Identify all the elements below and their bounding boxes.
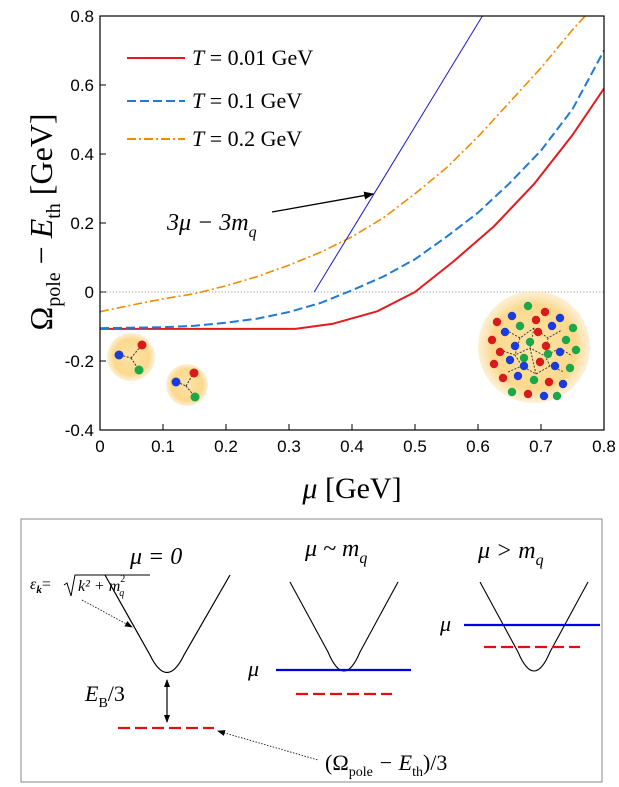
y-tick-label: -0.2 (65, 352, 94, 371)
y-tick-label: 0.2 (70, 214, 94, 233)
y-tick-label: 0.8 (70, 7, 94, 26)
quark-matter-illustration (478, 291, 590, 403)
quark-dot (544, 377, 554, 387)
quark-dot (510, 341, 520, 351)
y-tick-label: 0.6 (70, 76, 94, 95)
quark-dot (495, 347, 505, 357)
quark-dot (519, 353, 529, 363)
schematic-panel: μ = 0 μ ~ mq μ > mq εk= k² + m2 q EB/3 (Ω… (20, 518, 603, 783)
baryon-illustration-2 (166, 364, 208, 406)
quark-dot (523, 389, 533, 399)
quark-dot (561, 335, 571, 345)
panel3-dispersion-curve (479, 581, 589, 672)
legend-label-t001: T = 0.01 GeV (192, 45, 313, 70)
baryon-illustration-1 (107, 333, 155, 381)
series-line-1 (100, 50, 604, 330)
legend-label-t02: T = 0.2 GeV (192, 126, 302, 151)
quark-dot (541, 341, 551, 351)
x-tick-label: 0.3 (277, 437, 301, 456)
quark-dot (533, 327, 543, 337)
quark-dot (547, 321, 557, 331)
x-tick-label: 0.6 (466, 437, 490, 456)
quark-dot (552, 391, 562, 401)
legend: T = 0.01 GeV T = 0.1 GeV T = 0.2 GeV (127, 45, 313, 151)
series-line-0 (100, 87, 604, 330)
epsilon-symbol: εk= (30, 576, 51, 596)
annotation-arrow (271, 191, 375, 213)
x-tick-label: 0 (95, 437, 104, 456)
quark-dot (550, 361, 560, 371)
quark-dot (519, 361, 529, 371)
sqrt-sign (63, 574, 150, 597)
quark-dot (568, 323, 578, 333)
x-tick-label: 0.7 (529, 437, 553, 456)
quark-dot (500, 327, 510, 337)
quark-dot (505, 355, 515, 365)
quark-dot (523, 301, 533, 311)
quark-dot (515, 321, 525, 331)
quark-dot (525, 337, 535, 347)
y-tick-label: -0.4 (65, 421, 94, 440)
quark-dot (513, 371, 523, 381)
quark-dot (558, 379, 568, 389)
epsilon-pointer (81, 599, 133, 628)
pole-label: (Ωpole − Eth)/3 (325, 750, 447, 780)
pole-pointer (217, 730, 319, 761)
panel1-dispersion-curve (104, 574, 231, 674)
quark-dot (507, 387, 517, 397)
x-tick-label: 0.2 (214, 437, 238, 456)
y-axis-label: Ωpole − Eth [GeV] (23, 113, 65, 330)
quark-dot (507, 311, 517, 321)
quark-dot (487, 335, 497, 345)
chart-area: 0 0.1 0.2 0.3 0.4 0.5 0.6 0.7 0.8 -0.4 -0.2 0 0.2 0.4… (23, 7, 616, 505)
panel1-title: μ = 0 (129, 544, 182, 570)
quark-dot (489, 359, 499, 369)
annotation-3mu-3mq: 3μ − 3mq (166, 191, 375, 241)
quark-dot (535, 357, 545, 367)
quark-dot (492, 317, 502, 327)
annotation-text: 3μ − 3mq (166, 210, 257, 241)
series-line-2 (100, 16, 586, 313)
series-line-3 (313, 16, 483, 293)
x-tick-label: 0.5 (403, 437, 427, 456)
schematic-frame (20, 518, 603, 783)
quark-dots (487, 301, 581, 401)
quark-dot (529, 375, 539, 385)
binding-energy-label: EB/3 (84, 681, 125, 711)
x-axis-label: μ [GeV] (301, 472, 401, 505)
plot-frame (99, 15, 605, 431)
quark-dot (555, 347, 565, 357)
quark-dot (531, 315, 541, 325)
panel2-title: μ ~ mq (304, 536, 367, 567)
quark-dot (539, 391, 549, 401)
quark-dot (498, 373, 508, 383)
panel3-mu-label: μ (439, 611, 451, 636)
x-tick-label: 0.4 (340, 437, 364, 456)
x-tick-label: 0.8 (592, 437, 616, 456)
quark-dot (555, 313, 565, 323)
dispersion-formula: εk= k² + m2 q (30, 574, 150, 599)
y-tick-label: 0.4 (70, 145, 94, 164)
quark-dot (565, 363, 575, 373)
panel3-title: μ > mq (477, 538, 544, 569)
quark-dot (540, 307, 550, 317)
y-tick-label: 0 (85, 283, 94, 302)
legend-label-t01: T = 0.1 GeV (192, 88, 302, 113)
quark-dot (571, 345, 581, 355)
series-layer (100, 16, 604, 330)
x-tick-label: 0.1 (151, 437, 175, 456)
quark-dot (543, 349, 553, 359)
panel2-mu-label: μ (247, 656, 259, 681)
